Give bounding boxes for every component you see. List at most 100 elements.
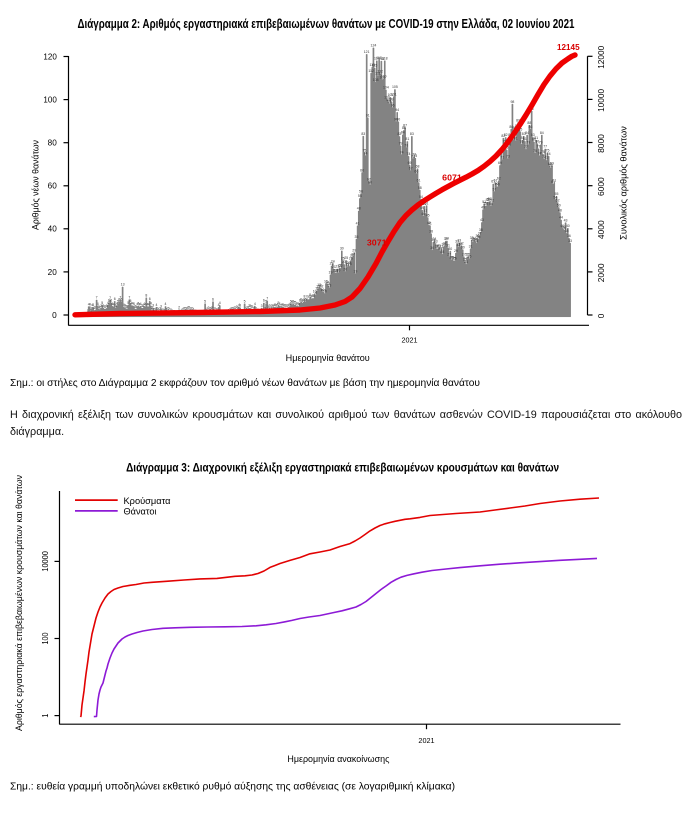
svg-text:22: 22 bbox=[338, 263, 342, 267]
svg-text:105: 105 bbox=[392, 85, 398, 89]
svg-text:60: 60 bbox=[496, 182, 500, 186]
svg-text:84: 84 bbox=[401, 131, 405, 135]
svg-text:83: 83 bbox=[397, 132, 401, 136]
svg-text:23: 23 bbox=[330, 262, 334, 266]
svg-text:Θάνατοι: Θάνατοι bbox=[124, 507, 157, 517]
svg-text:3: 3 bbox=[115, 304, 117, 308]
svg-text:2: 2 bbox=[233, 306, 235, 310]
svg-text:Αριθμός εργαστηριακά επιβεβαιω: Αριθμός εργαστηριακά επιβεβαιωμένων κρου… bbox=[14, 474, 24, 731]
svg-text:99: 99 bbox=[386, 98, 390, 102]
svg-text:30: 30 bbox=[438, 247, 442, 251]
svg-text:73: 73 bbox=[412, 153, 416, 157]
svg-text:19: 19 bbox=[329, 271, 333, 275]
svg-text:43: 43 bbox=[480, 218, 484, 222]
svg-text:2: 2 bbox=[183, 306, 185, 310]
svg-text:19: 19 bbox=[334, 269, 338, 273]
svg-text:40: 40 bbox=[561, 225, 565, 229]
svg-text:3: 3 bbox=[261, 304, 263, 308]
svg-text:82: 82 bbox=[504, 133, 508, 137]
svg-text:2: 2 bbox=[178, 305, 180, 309]
svg-text:1: 1 bbox=[90, 308, 92, 312]
svg-text:2: 2 bbox=[209, 306, 211, 310]
svg-text:2: 2 bbox=[246, 306, 248, 310]
svg-text:52: 52 bbox=[556, 198, 560, 202]
svg-text:4: 4 bbox=[140, 302, 142, 306]
svg-text:13: 13 bbox=[317, 283, 321, 287]
svg-text:3: 3 bbox=[275, 303, 277, 307]
svg-text:3071: 3071 bbox=[367, 238, 387, 247]
svg-text:10000: 10000 bbox=[41, 551, 50, 572]
svg-text:2: 2 bbox=[207, 306, 209, 310]
svg-text:51: 51 bbox=[425, 201, 429, 205]
svg-text:44: 44 bbox=[559, 216, 563, 220]
svg-text:7: 7 bbox=[128, 295, 130, 299]
svg-text:32: 32 bbox=[458, 242, 462, 246]
svg-text:61: 61 bbox=[494, 179, 498, 183]
svg-text:26: 26 bbox=[350, 254, 354, 258]
svg-text:3: 3 bbox=[252, 305, 254, 309]
svg-text:46: 46 bbox=[421, 212, 425, 216]
svg-text:54: 54 bbox=[553, 195, 557, 199]
svg-text:3: 3 bbox=[134, 305, 136, 309]
svg-text:1: 1 bbox=[166, 308, 168, 312]
svg-text:25: 25 bbox=[453, 256, 457, 260]
svg-text:118: 118 bbox=[382, 57, 388, 61]
svg-text:80: 80 bbox=[535, 139, 539, 143]
svg-text:80: 80 bbox=[532, 138, 536, 142]
svg-text:60: 60 bbox=[48, 182, 58, 191]
svg-text:35: 35 bbox=[477, 235, 481, 239]
svg-text:52: 52 bbox=[487, 198, 491, 202]
svg-text:7: 7 bbox=[119, 295, 121, 299]
svg-text:40: 40 bbox=[560, 224, 564, 228]
svg-text:4: 4 bbox=[273, 303, 275, 307]
svg-text:12145: 12145 bbox=[557, 43, 580, 52]
svg-text:49: 49 bbox=[481, 205, 485, 209]
svg-text:100: 100 bbox=[41, 632, 50, 644]
svg-text:61: 61 bbox=[552, 179, 556, 183]
svg-text:77: 77 bbox=[543, 145, 547, 149]
svg-text:26: 26 bbox=[451, 256, 455, 260]
svg-text:108: 108 bbox=[373, 78, 379, 82]
svg-text:3: 3 bbox=[105, 305, 107, 309]
svg-text:54: 54 bbox=[419, 195, 423, 199]
svg-text:Σημ.: οι στήλες στο Διάγραμμα: Σημ.: οι στήλες στο Διάγραμμα 2 εκφράζου… bbox=[10, 377, 480, 389]
svg-text:4: 4 bbox=[123, 303, 125, 307]
svg-text:73: 73 bbox=[411, 155, 415, 159]
svg-text:66: 66 bbox=[360, 168, 364, 172]
svg-text:32: 32 bbox=[442, 243, 446, 247]
svg-text:Αριθμός νέων θανάτων: Αριθμός νέων θανάτων bbox=[30, 139, 40, 230]
svg-text:4: 4 bbox=[111, 302, 113, 306]
svg-text:73: 73 bbox=[413, 154, 417, 158]
svg-text:124: 124 bbox=[371, 44, 377, 48]
svg-text:81: 81 bbox=[405, 137, 409, 141]
svg-text:3: 3 bbox=[280, 303, 282, 307]
svg-text:4: 4 bbox=[132, 302, 134, 306]
svg-text:51: 51 bbox=[484, 202, 488, 206]
svg-text:94: 94 bbox=[395, 108, 399, 112]
svg-text:2: 2 bbox=[187, 306, 189, 310]
svg-text:2: 2 bbox=[181, 307, 183, 311]
svg-text:5: 5 bbox=[292, 300, 294, 304]
svg-text:7: 7 bbox=[308, 295, 310, 299]
svg-text:62: 62 bbox=[497, 176, 501, 180]
svg-text:74: 74 bbox=[407, 152, 411, 156]
svg-text:23: 23 bbox=[347, 261, 351, 265]
svg-text:3: 3 bbox=[247, 305, 249, 309]
svg-text:2000: 2000 bbox=[597, 263, 606, 282]
svg-text:5: 5 bbox=[101, 301, 103, 305]
svg-text:22: 22 bbox=[339, 264, 343, 268]
svg-text:68: 68 bbox=[549, 164, 553, 168]
svg-text:5: 5 bbox=[244, 300, 246, 304]
svg-text:52: 52 bbox=[490, 199, 494, 203]
svg-text:12: 12 bbox=[318, 284, 322, 288]
svg-text:6: 6 bbox=[300, 298, 302, 302]
svg-text:4: 4 bbox=[92, 303, 94, 307]
svg-text:91: 91 bbox=[366, 114, 370, 118]
svg-text:5: 5 bbox=[117, 299, 119, 303]
svg-text:2: 2 bbox=[235, 306, 237, 310]
svg-text:1: 1 bbox=[154, 308, 156, 312]
svg-text:22: 22 bbox=[345, 262, 349, 266]
svg-text:Διάγραμμα 3: Διαχρονική εξέλιξ: Διάγραμμα 3: Διαχρονική εξέλιξη εργαστηρ… bbox=[126, 460, 559, 474]
svg-text:5: 5 bbox=[204, 299, 206, 303]
svg-text:2: 2 bbox=[191, 306, 193, 310]
